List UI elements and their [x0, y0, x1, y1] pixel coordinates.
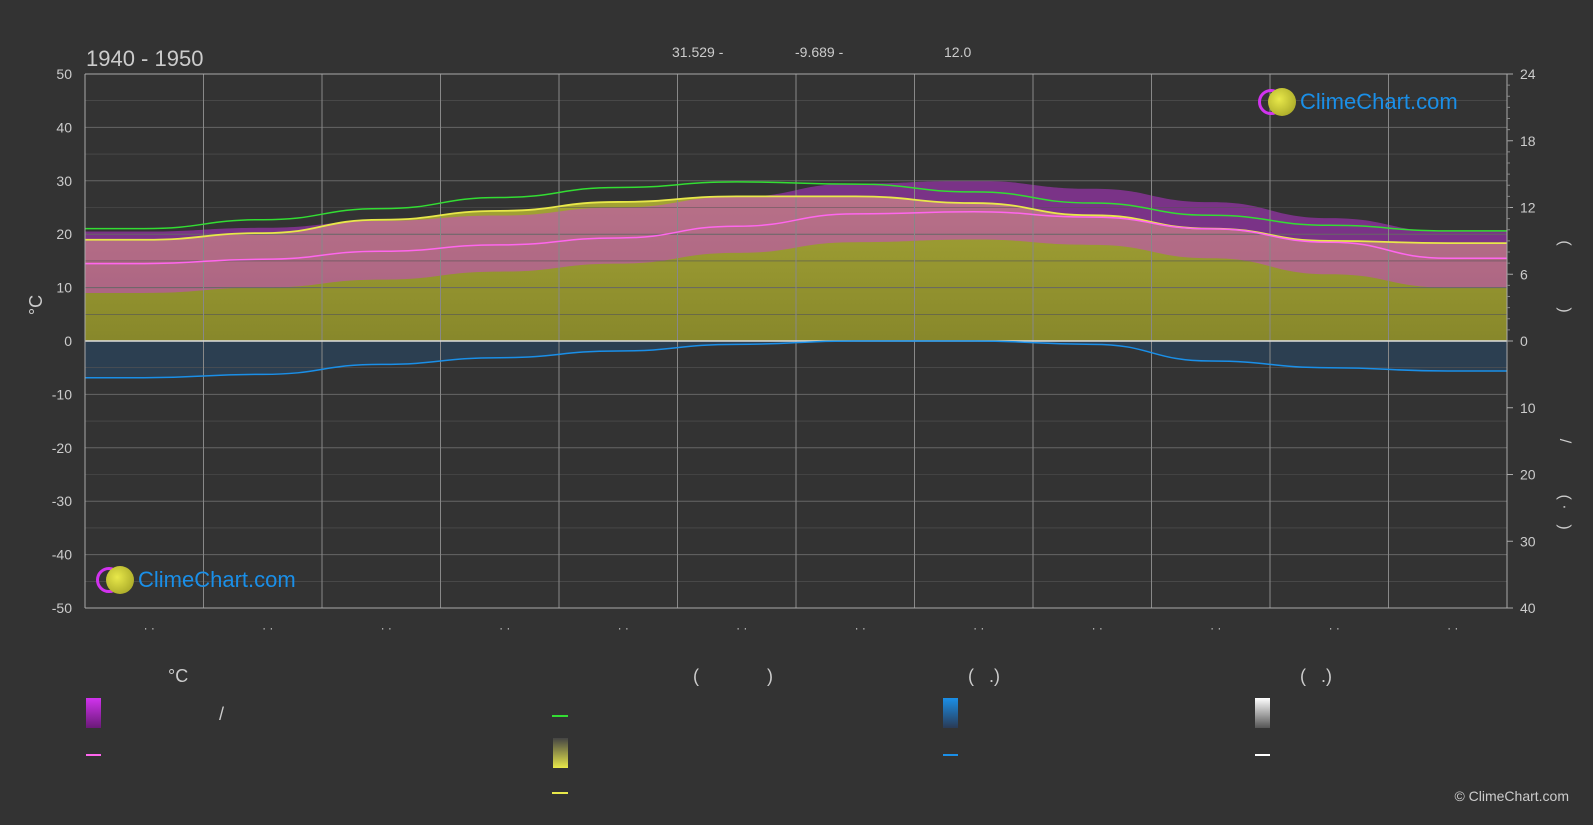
- month-label: · ·: [618, 621, 629, 635]
- left-tick-label: -20: [52, 440, 72, 456]
- logo-sun-icon: [1268, 88, 1296, 117]
- legend-snow-header: ( .): [1300, 666, 1332, 686]
- month-label: · ·: [1092, 621, 1103, 635]
- sunshine-line: [84, 195, 1507, 245]
- left-tick-label: -50: [52, 600, 72, 616]
- left-tick-label: 40: [56, 119, 72, 135]
- month-label: · ·: [262, 621, 273, 635]
- right-top-tick-label: 6: [1520, 266, 1528, 282]
- month-label: · ·: [855, 621, 866, 635]
- legend-temp-mean-swatch: [86, 754, 101, 756]
- left-tick-label: -10: [52, 386, 72, 402]
- left-tick-label: -40: [52, 547, 72, 563]
- left-tick-label: 20: [56, 226, 72, 242]
- legend-precip-fill-swatch: [943, 698, 958, 728]
- right-top-tick-label: 24: [1520, 66, 1536, 82]
- right-axis-mark: ( ·: [1556, 494, 1573, 509]
- elevation-readout: 12.0: [944, 44, 972, 60]
- right-top-tick-label: 12: [1520, 200, 1536, 216]
- temp-mean-line: [85, 211, 1507, 265]
- month-label: · ·: [1447, 621, 1458, 635]
- left-tick-label: 30: [56, 173, 72, 189]
- month-label: · ·: [499, 621, 510, 635]
- right-bottom-tick-label: 40: [1520, 600, 1536, 616]
- legend-sunshine-swatch: [552, 792, 568, 794]
- month-label: · ·: [973, 621, 984, 635]
- right-axis-mark: (: [1556, 240, 1573, 246]
- right-top-tick-label: 0: [1520, 333, 1528, 349]
- legend-sun-header-open: (: [693, 666, 699, 686]
- right-bottom-tick-label: 20: [1520, 467, 1536, 483]
- logo-top[interactable]: ClimeChart.com: [1258, 88, 1458, 117]
- month-label: · ·: [1210, 621, 1221, 635]
- longitude-readout: -9.689 -: [795, 44, 844, 60]
- daylight-line: [85, 181, 1507, 232]
- month-label: · ·: [381, 621, 392, 635]
- left-tick-label: -30: [52, 493, 72, 509]
- right-top-tick-label: 18: [1520, 133, 1536, 149]
- copyright: © ClimeChart.com: [1454, 788, 1569, 804]
- legend-sun-header-close: ): [767, 666, 773, 686]
- legend-precip-swatch: [943, 754, 958, 756]
- left-tick-label: 50: [56, 66, 72, 82]
- left-tick-label: 0: [64, 333, 72, 349]
- right-bottom-tick-label: 10: [1520, 400, 1536, 416]
- legend-snow-swatch: [1255, 754, 1270, 756]
- legend-daylight-swatch: [552, 715, 568, 717]
- month-label: · ·: [144, 621, 155, 635]
- month-label: · ·: [736, 621, 747, 635]
- logo-bottom[interactable]: ClimeChart.com: [96, 566, 296, 595]
- right-axis-mark: /: [1556, 439, 1573, 444]
- right-bottom-tick-label: 30: [1520, 533, 1536, 549]
- month-label: · ·: [1329, 621, 1340, 635]
- latitude-readout: 31.529 -: [672, 44, 724, 60]
- right-axis-mark: ): [1556, 307, 1573, 312]
- right-axis-mark: ): [1556, 524, 1573, 529]
- legend-temp-sep: /: [219, 704, 225, 724]
- legend-temp-range-swatch: [86, 698, 101, 728]
- legend-precip-header: ( .): [968, 666, 1000, 686]
- legend-sunshine-fill-swatch: [553, 738, 568, 768]
- legend-temp-header: °C: [168, 666, 189, 686]
- left-tick-label: 10: [56, 280, 72, 296]
- legend-snow-fill-swatch: [1255, 698, 1270, 728]
- chart-title: 1940 - 1950: [86, 46, 204, 71]
- chart-svg: 50 40 30 20 10 0 -10 -20 -30 -40 -50 °C 24 18 12 6 0 10 20…: [26, 66, 1573, 635]
- left-axis-unit: °C: [26, 295, 46, 315]
- precip-line: [84, 340, 1507, 379]
- logo-sun-icon: [106, 566, 134, 595]
